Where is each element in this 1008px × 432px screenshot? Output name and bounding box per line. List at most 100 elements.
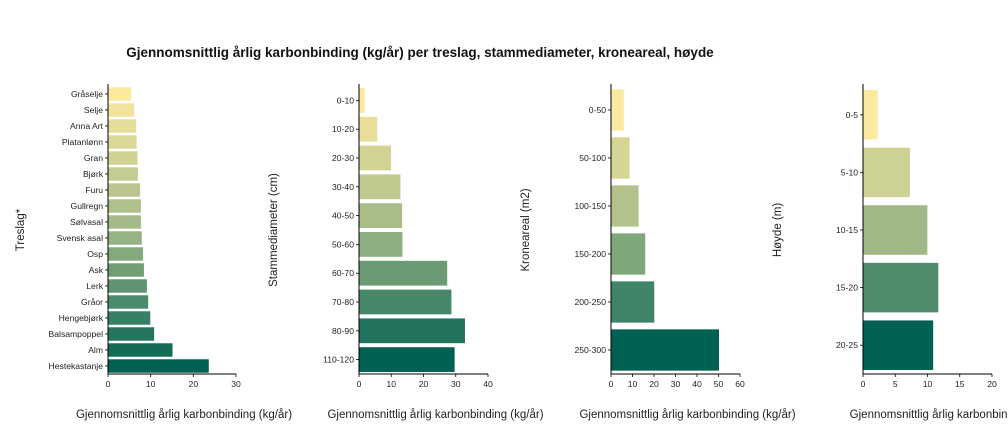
y-tick-label: 60-70: [332, 268, 354, 278]
bar: [359, 260, 448, 286]
x-tick-label: 50: [714, 379, 724, 389]
y-tick-label: 50-100: [579, 153, 606, 163]
x-tick-label: 0: [861, 379, 866, 389]
y-tick-label: Ask: [89, 265, 104, 275]
y-tick-label: Osp: [87, 249, 103, 259]
y-tick-label: Lerk: [86, 281, 103, 291]
bar: [108, 247, 144, 261]
bar: [359, 174, 401, 200]
y-tick-label: 80-90: [332, 326, 354, 336]
bar: [359, 145, 392, 171]
bar: [359, 203, 403, 228]
y-tick-label: Hestekastanje: [49, 361, 104, 371]
y-tick-label: 20-25: [836, 340, 858, 350]
bar: [108, 215, 141, 229]
y-tick-label: 40-50: [332, 211, 354, 221]
y-tick-label: 0-5: [846, 110, 859, 120]
x-tick-label: 30: [231, 379, 241, 389]
x-tick-label: 10: [386, 379, 396, 389]
y-axis-label: Stammediameter (cm): [268, 173, 280, 287]
x-tick-label: 20: [987, 379, 997, 389]
bar: [611, 89, 624, 131]
bar: [108, 231, 142, 245]
x-tick-label: 10: [923, 379, 933, 389]
y-tick-label: Svensk asal: [57, 233, 103, 243]
x-tick-label: 60: [735, 379, 745, 389]
y-tick-label: 100-150: [574, 201, 606, 211]
bar: [611, 233, 646, 275]
y-tick-label: 30-40: [332, 182, 354, 192]
y-tick-label: 50-60: [332, 239, 354, 249]
y-axis-label: Høyde (m): [772, 203, 784, 257]
bar: [108, 279, 147, 293]
bar: [108, 311, 151, 325]
x-axis-label: Gjennomsnittlig årlig karbonbinding: [850, 409, 1008, 421]
x-tick-label: 15: [955, 379, 965, 389]
bar: [108, 103, 135, 117]
bar: [108, 167, 138, 181]
y-tick-label: 150-200: [574, 249, 606, 259]
y-tick-label: 5-10: [841, 167, 858, 177]
x-axis-label: Gjennomsnittlig årlig karbonbinding (kg/…: [327, 409, 543, 421]
bar: [108, 359, 209, 373]
bar: [611, 137, 630, 179]
y-tick-label: 0-50: [589, 105, 606, 115]
bar: [863, 90, 878, 140]
chart-panels: Gråselje Selje Anna Art Platanlønn Gran Bjørk…: [15, 84, 1008, 421]
bar: [108, 343, 173, 357]
y-tick-label: Hengebjørk: [59, 313, 104, 323]
bar: [108, 295, 149, 309]
y-tick-label: 110-120: [323, 355, 354, 365]
y-axis-label: Treslag*: [15, 208, 27, 251]
bar: [108, 151, 138, 165]
x-tick-label: 20: [649, 379, 659, 389]
bar: [863, 147, 910, 198]
x-tick-label: 10: [146, 379, 156, 389]
bar: [359, 289, 452, 315]
x-tick-label: 0: [609, 379, 614, 389]
y-tick-label: 10-15: [836, 225, 858, 235]
bar: [611, 329, 719, 371]
x-tick-label: 5: [893, 379, 898, 389]
bar: [611, 185, 639, 227]
bar: [863, 262, 939, 313]
y-tick-label: Furu: [85, 185, 103, 195]
panel-2: 0-10 10-20 20-30 30-40 40-50 50-60 60-70 70-80 8…: [268, 84, 544, 421]
panel-1: Gråselje Selje Anna Art Platanlønn Gran Bjørk…: [15, 84, 292, 421]
y-tick-label: Selje: [84, 105, 103, 115]
panel-3: 0-50 50-100 100-150 150-200 200-250 250-300 0 1…: [520, 84, 796, 421]
chart-title: Gjennomsnittlig årlig karbonbinding (kg/…: [126, 45, 714, 60]
bar: [359, 347, 455, 372]
y-tick-label: Balsampoppel: [49, 329, 104, 339]
x-tick-label: 0: [357, 379, 362, 389]
x-tick-label: 20: [189, 379, 199, 389]
x-tick-label: 30: [451, 379, 461, 389]
y-tick-label: Gullregn: [71, 201, 104, 211]
y-tick-label: 0-10: [337, 95, 354, 105]
bar: [359, 318, 465, 344]
y-tick-label: Gråor: [81, 297, 103, 307]
bar: [359, 88, 365, 113]
bar: [108, 183, 141, 197]
bar: [611, 281, 655, 323]
x-tick-label: 10: [628, 379, 638, 389]
x-axis-label: Gjennomsnittlig årlig karbonbinding (kg/…: [76, 409, 292, 421]
x-tick-label: 40: [483, 379, 493, 389]
bar: [108, 263, 144, 277]
bar: [108, 135, 137, 149]
bar: [863, 320, 934, 370]
x-tick-label: 30: [671, 379, 681, 389]
x-axis-label: Gjennomsnittlig årlig karbonbinding (kg/…: [579, 409, 795, 421]
y-tick-label: Gråselje: [71, 89, 103, 99]
bar: [108, 327, 155, 341]
bar: [108, 119, 137, 133]
x-tick-label: 40: [692, 379, 702, 389]
bar: [108, 199, 141, 213]
y-tick-label: 200-250: [574, 297, 606, 307]
y-tick-label: Alm: [88, 345, 103, 355]
y-axis-label: Kroneareal (m2): [520, 188, 532, 271]
y-tick-label: Bjørk: [83, 169, 104, 179]
x-tick-label: 0: [106, 379, 111, 389]
y-tick-label: Sølvasal: [70, 217, 103, 227]
